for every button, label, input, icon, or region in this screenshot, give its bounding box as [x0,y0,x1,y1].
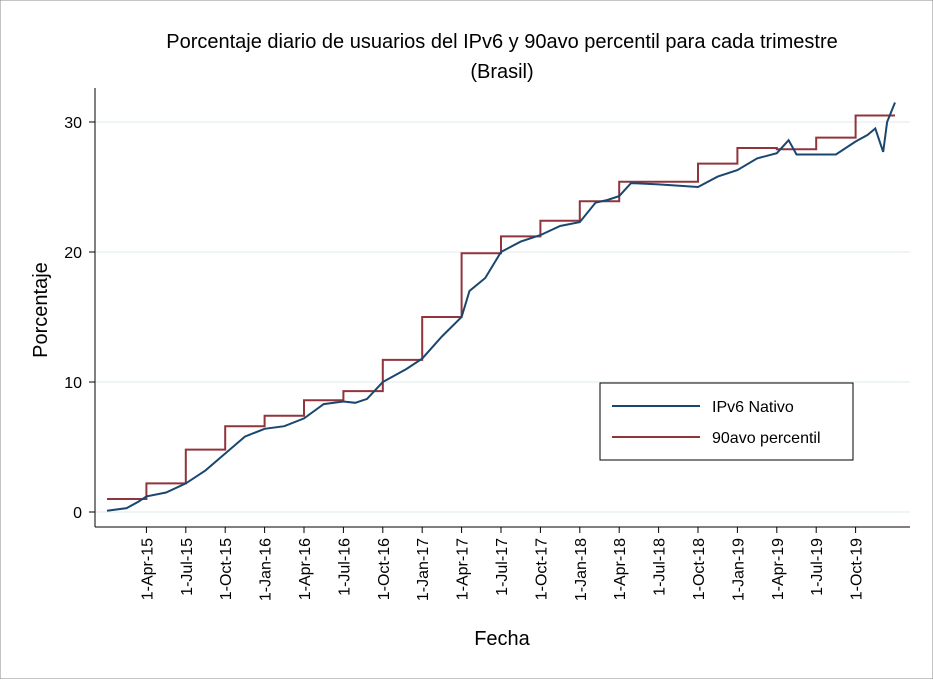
y-tick-label: 30 [64,115,82,132]
x-tick-label: 1-Jan-17 [415,538,432,601]
x-tick-label: 1-Apr-15 [139,538,156,600]
x-tick-label: 1-Jan-16 [258,538,275,601]
x-tick-label: 1-Oct-16 [376,538,393,600]
x-tick-label: 1-Jan-19 [730,538,747,601]
legend-box [599,382,854,461]
x-tick-label: 1-Jul-19 [809,538,826,596]
legend-label-ipv6: IPv6 Nativo [712,399,794,416]
chart-title: Porcentaje diario de usuarios del IPv6 y… [166,31,837,53]
x-tick-label: 1-Oct-18 [691,538,708,600]
x-tick-label: 1-Apr-19 [770,538,787,600]
legend-label-percentile: 90avo percentil [712,430,821,447]
x-tick-label: 1-Apr-18 [612,538,629,600]
y-tick-label: 10 [64,375,82,392]
x-tick-label: 1-Oct-15 [218,538,235,600]
x-tick-label: 1-Jul-15 [179,538,196,596]
x-tick-label: 1-Oct-17 [533,538,550,600]
ipv6-native-line [106,102,896,512]
x-tick-label: 1-Jul-16 [336,538,353,596]
y-axis-label: Porcentaje [30,262,52,358]
y-tick-label: 0 [73,505,82,522]
x-tick-label: 1-Oct-19 [849,538,866,600]
x-tick-label: 1-Jul-17 [494,538,511,596]
y-tick-label: 20 [64,245,82,262]
x-tick-label: 1-Jul-18 [652,538,669,596]
x-tick-label: 1-Apr-17 [455,538,472,600]
legend: IPv6 Nativo 90avo percentil [599,382,854,461]
x-tick-label: 1-Jan-18 [573,538,590,601]
x-tick-label: 1-Apr-16 [297,538,314,600]
x-axis-label: Fecha [474,628,530,650]
chart-subtitle: (Brasil) [470,61,533,83]
